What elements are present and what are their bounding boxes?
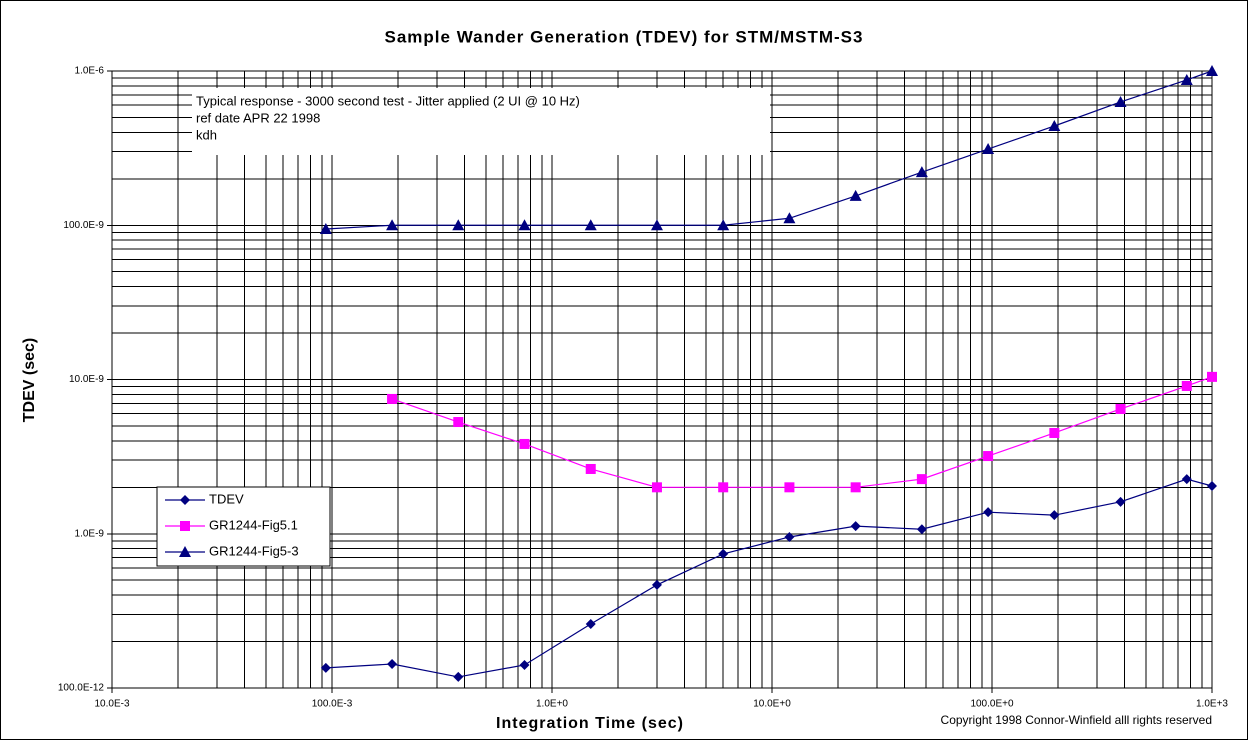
data-point <box>850 521 861 532</box>
series-line <box>391 376 1213 488</box>
data-point <box>584 219 597 231</box>
data-point <box>1180 73 1193 85</box>
data-point <box>1207 371 1217 382</box>
x-tick-label: 10.0E+0 <box>753 699 791 710</box>
annotation-box <box>192 88 770 155</box>
data-point <box>983 451 994 462</box>
data-point <box>585 463 596 474</box>
data-point <box>1181 474 1192 485</box>
data-point <box>1048 119 1061 131</box>
annotation: kdh <box>196 127 217 142</box>
data-point <box>387 393 398 404</box>
data-point <box>1181 380 1192 391</box>
data-point <box>850 482 861 493</box>
data-point <box>915 166 928 178</box>
chart-title: Sample Wander Generation (TDEV) for STM/… <box>385 27 864 46</box>
data-point <box>452 219 465 231</box>
data-point <box>916 474 927 485</box>
data-point <box>387 659 398 670</box>
y-tick-label: 100.0E-9 <box>63 220 104 231</box>
data-point <box>651 579 662 590</box>
data-point <box>784 482 795 493</box>
data-point <box>1115 496 1126 507</box>
data-point <box>1115 403 1126 414</box>
x-tick-label: 1.0E+3 <box>1196 699 1228 710</box>
data-point <box>650 219 663 231</box>
annotation: Typical response - 3000 second test - Ji… <box>196 93 580 108</box>
y-tick-label: 100.0E-12 <box>58 683 105 694</box>
x-axis-label: Integration Time (sec) <box>496 715 684 732</box>
data-point <box>1049 427 1060 438</box>
y-tick-label: 10.0E-9 <box>69 374 104 385</box>
y-tick-label: 1.0E-6 <box>75 66 105 77</box>
data-point <box>651 482 662 493</box>
data-point <box>717 219 730 231</box>
legend-label: TDEV <box>209 491 244 506</box>
data-point <box>320 662 331 673</box>
legend-label: GR1244-Fig5-3 <box>209 543 299 558</box>
legend-marker <box>179 546 191 557</box>
data-point <box>1114 95 1127 107</box>
legend-label: GR1244-Fig5.1 <box>209 517 298 532</box>
data-point <box>1206 65 1218 76</box>
data-point <box>1207 480 1217 491</box>
data-point <box>916 524 927 535</box>
data-point <box>982 143 995 155</box>
data-point <box>453 417 464 428</box>
data-point <box>983 507 994 518</box>
legend-marker <box>180 495 190 505</box>
x-tick-label: 1.0E+0 <box>536 699 568 710</box>
annotation: ref date APR 22 1998 <box>196 110 320 125</box>
data-point <box>453 671 464 682</box>
data-point <box>718 482 729 493</box>
data-point <box>319 222 332 234</box>
data-point <box>718 548 729 559</box>
x-tick-label: 100.0E+0 <box>970 699 1014 710</box>
x-tick-label: 100.0E-3 <box>312 699 353 710</box>
copyright: Copyright 1998 Connor-Winfield alll righ… <box>941 713 1212 727</box>
data-point <box>519 438 530 449</box>
data-point <box>585 618 596 629</box>
data-point <box>386 219 399 231</box>
data-point <box>1049 510 1060 521</box>
data-point <box>519 659 530 670</box>
data-point <box>784 531 795 542</box>
data-point <box>783 212 796 224</box>
x-tick-label: 10.0E-3 <box>94 699 129 710</box>
y-axis-label: TDEV (sec) <box>21 338 38 422</box>
y-tick-label: 1.0E-9 <box>75 528 105 539</box>
data-point <box>849 189 862 201</box>
legend-marker <box>180 521 190 531</box>
data-point <box>518 219 531 231</box>
